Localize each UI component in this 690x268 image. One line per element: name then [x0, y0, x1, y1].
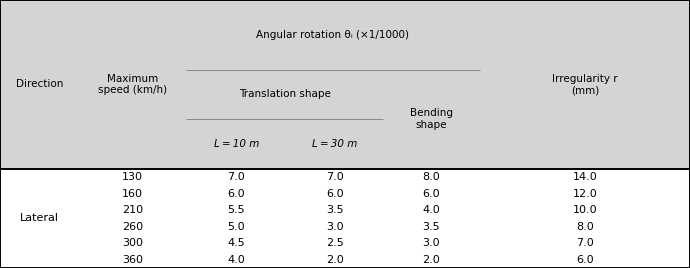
Text: 10.0: 10.0 [573, 205, 597, 215]
Text: Angular rotation θᵢ (×1/1000): Angular rotation θᵢ (×1/1000) [257, 30, 409, 40]
Text: 160: 160 [122, 189, 144, 199]
Text: 300: 300 [122, 238, 144, 248]
Text: 360: 360 [122, 255, 144, 265]
Text: 6.0: 6.0 [228, 189, 245, 199]
Text: 6.0: 6.0 [326, 189, 344, 199]
Text: 6.0: 6.0 [422, 189, 440, 199]
Text: Bending
shape: Bending shape [410, 109, 453, 130]
Text: 210: 210 [122, 205, 144, 215]
Text: 260: 260 [122, 222, 144, 232]
Text: 4.0: 4.0 [228, 255, 245, 265]
Text: 3.5: 3.5 [326, 205, 344, 215]
Text: 7.0: 7.0 [326, 172, 344, 182]
Text: 3.5: 3.5 [422, 222, 440, 232]
Text: 8.0: 8.0 [422, 172, 440, 182]
Text: 8.0: 8.0 [576, 222, 593, 232]
Text: 14.0: 14.0 [573, 172, 597, 182]
Text: 12.0: 12.0 [573, 189, 597, 199]
Text: 3.0: 3.0 [422, 238, 440, 248]
Text: 2.0: 2.0 [326, 255, 344, 265]
Text: 6.0: 6.0 [576, 255, 593, 265]
Text: Direction: Direction [16, 79, 63, 90]
Text: Maximum
speed (km/h): Maximum speed (km/h) [98, 74, 168, 95]
Text: Translation shape: Translation shape [239, 90, 331, 99]
Bar [0, 169, 690, 268]
Text: 5.5: 5.5 [228, 205, 245, 215]
Text: 4.0: 4.0 [422, 205, 440, 215]
Text: 130: 130 [122, 172, 144, 182]
Text: 7.0: 7.0 [576, 238, 593, 248]
Text: Lateral: Lateral [20, 213, 59, 224]
Text: L = 30 m: L = 30 m [312, 139, 357, 149]
Text: L = 10 m: L = 10 m [214, 139, 259, 149]
Bar [0, 0, 690, 169]
Text: 2.5: 2.5 [326, 238, 344, 248]
Text: Irregularity r
(mm): Irregularity r (mm) [552, 74, 618, 95]
Text: 4.5: 4.5 [228, 238, 245, 248]
Text: 2.0: 2.0 [422, 255, 440, 265]
Text: 7.0: 7.0 [228, 172, 245, 182]
Text: 3.0: 3.0 [326, 222, 344, 232]
Text: 5.0: 5.0 [228, 222, 245, 232]
